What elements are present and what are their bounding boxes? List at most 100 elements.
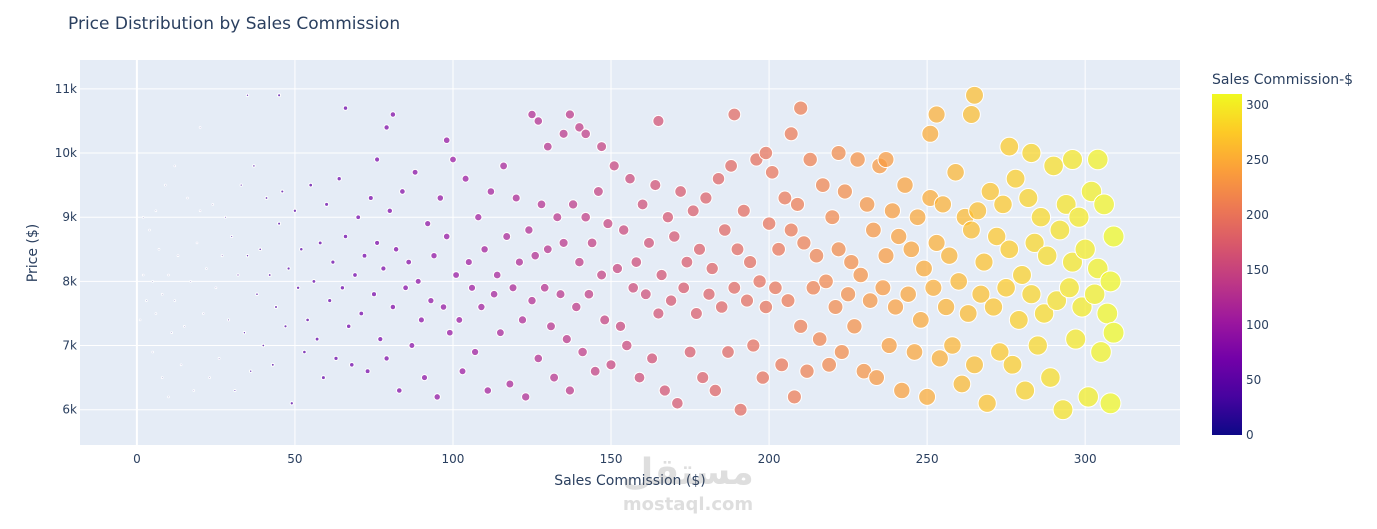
- scatter-point: [539, 282, 550, 293]
- scatter-point: [736, 203, 751, 218]
- scatter-point: [183, 325, 186, 328]
- scatter-point: [377, 335, 384, 343]
- scatter-point: [577, 346, 588, 358]
- scatter-point: [727, 280, 742, 295]
- scatter-point: [596, 269, 608, 281]
- scatter-point: [295, 285, 301, 291]
- scatter-point: [227, 318, 231, 322]
- scatter-point: [530, 250, 540, 261]
- scatter-point: [245, 254, 250, 258]
- scatter-point: [230, 234, 234, 239]
- scatter-point: [718, 223, 732, 237]
- scatter-point: [940, 246, 959, 265]
- scatter-point: [927, 105, 946, 124]
- x-tick-label: 100: [442, 452, 465, 466]
- scatter-point: [692, 242, 707, 256]
- scatter-point: [783, 126, 799, 142]
- scatter-point: [427, 296, 435, 305]
- scatter-point: [464, 258, 473, 267]
- scatter-point: [883, 202, 902, 220]
- scatter-point: [605, 359, 617, 371]
- scatter-point: [927, 233, 946, 252]
- scatter-point: [242, 331, 247, 335]
- scatter-point: [830, 144, 847, 162]
- scatter-point: [890, 227, 908, 246]
- colorbar-tick-label: 250: [1246, 153, 1269, 167]
- scatter-point: [833, 343, 850, 361]
- scatter-point: [633, 371, 646, 384]
- scatter-point: [299, 247, 304, 252]
- scatter-point: [1030, 207, 1052, 228]
- scatter-point: [649, 179, 662, 192]
- scatter-point: [533, 353, 544, 364]
- scatter-point: [877, 150, 895, 169]
- scatter-point: [921, 124, 940, 143]
- scatter-point: [983, 297, 1004, 317]
- scatter-point: [705, 261, 719, 276]
- scatter-point: [608, 160, 620, 172]
- scatter-point: [352, 272, 358, 278]
- scatter-point: [496, 328, 505, 338]
- scatter-point: [458, 367, 467, 376]
- scatter-point: [364, 368, 371, 375]
- scatter-point: [711, 171, 726, 186]
- scatter-point: [489, 289, 499, 299]
- scatter-point: [624, 172, 636, 185]
- scatter-point: [223, 215, 227, 219]
- scatter-point: [208, 376, 211, 379]
- scatter-point: [768, 280, 783, 296]
- scatter-point: [1074, 238, 1096, 260]
- scatter-point: [524, 225, 534, 235]
- scatter-point: [483, 386, 493, 395]
- scatter-point: [1083, 283, 1106, 305]
- scatter-point: [658, 384, 671, 397]
- scatter-point: [452, 271, 461, 279]
- scatter-point: [405, 258, 413, 266]
- scatter-point: [980, 181, 1000, 202]
- scatter-point: [652, 307, 665, 320]
- scatter-point: [148, 228, 151, 232]
- scatter-point: [245, 93, 250, 97]
- scatter-point: [861, 292, 879, 309]
- scatter-point: [408, 342, 416, 349]
- scatter-point: [374, 239, 381, 246]
- scatter-point: [846, 318, 863, 335]
- scatter-point: [839, 286, 857, 303]
- scatter-point: [189, 280, 192, 283]
- scatter-point: [643, 236, 655, 249]
- scatter-point: [680, 255, 694, 269]
- scatter-point: [292, 208, 298, 213]
- scatter-point: [552, 212, 563, 223]
- scatter-point: [167, 273, 170, 277]
- x-axis-title: Sales Commission ($): [554, 473, 705, 489]
- colorbar: Sales Commission-$ 0 50 100 150 200 250 300: [1212, 72, 1353, 442]
- scatter-point: [160, 292, 164, 296]
- scatter-point: [505, 379, 515, 389]
- scatter-point: [1096, 302, 1119, 325]
- scatter-point: [521, 392, 531, 402]
- colorbar-ticks: 0 50 100 150 200 250 300: [1246, 98, 1269, 442]
- scatter-point: [170, 331, 173, 335]
- scatter-point: [561, 333, 572, 345]
- scatter-point: [1015, 380, 1036, 401]
- scatter-point: [564, 109, 576, 120]
- scatter-point: [664, 294, 678, 307]
- scatter-point: [911, 311, 930, 329]
- scatter-point: [517, 315, 528, 325]
- scatter-point: [702, 287, 716, 301]
- scatter-point: [574, 122, 585, 133]
- scatter-point: [1012, 265, 1032, 285]
- scatter-point: [195, 241, 199, 245]
- scatter-point: [157, 248, 161, 251]
- scatter-point: [549, 372, 560, 383]
- scatter-point: [1040, 367, 1061, 388]
- scatter-point: [1024, 232, 1045, 254]
- scatter-point: [202, 312, 205, 315]
- scatter-point: [999, 136, 1020, 157]
- x-tick-label: 300: [1074, 452, 1097, 466]
- scatter-point: [361, 252, 368, 259]
- scatter-point: [164, 183, 167, 187]
- scatter-point: [621, 339, 633, 352]
- scatter-point: [827, 299, 844, 315]
- scatter-point: [179, 363, 183, 367]
